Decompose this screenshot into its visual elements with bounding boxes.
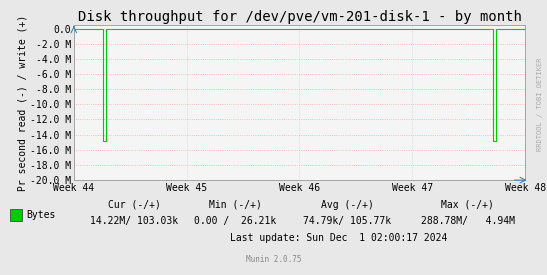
Text: Bytes: Bytes bbox=[26, 210, 56, 220]
Text: Max (-/+): Max (-/+) bbox=[441, 200, 494, 210]
Y-axis label: Pr second read (-) / write (+): Pr second read (-) / write (+) bbox=[17, 14, 27, 191]
Text: 0.00 /  26.21k: 0.00 / 26.21k bbox=[194, 216, 276, 226]
Text: 74.79k/ 105.77k: 74.79k/ 105.77k bbox=[303, 216, 392, 226]
Text: Avg (-/+): Avg (-/+) bbox=[321, 200, 374, 210]
Text: Last update: Sun Dec  1 02:00:17 2024: Last update: Sun Dec 1 02:00:17 2024 bbox=[230, 233, 448, 243]
Text: 288.78M/   4.94M: 288.78M/ 4.94M bbox=[421, 216, 515, 226]
Text: 14.22M/ 103.03k: 14.22M/ 103.03k bbox=[90, 216, 178, 226]
Text: Min (-/+): Min (-/+) bbox=[209, 200, 261, 210]
Text: RRDTOOL / TOBI OETIKER: RRDTOOL / TOBI OETIKER bbox=[537, 58, 543, 151]
Text: Munin 2.0.75: Munin 2.0.75 bbox=[246, 255, 301, 263]
Title: Disk throughput for /dev/pve/vm-201-disk-1 - by month: Disk throughput for /dev/pve/vm-201-disk… bbox=[78, 10, 521, 24]
Text: Cur (-/+): Cur (-/+) bbox=[108, 200, 160, 210]
